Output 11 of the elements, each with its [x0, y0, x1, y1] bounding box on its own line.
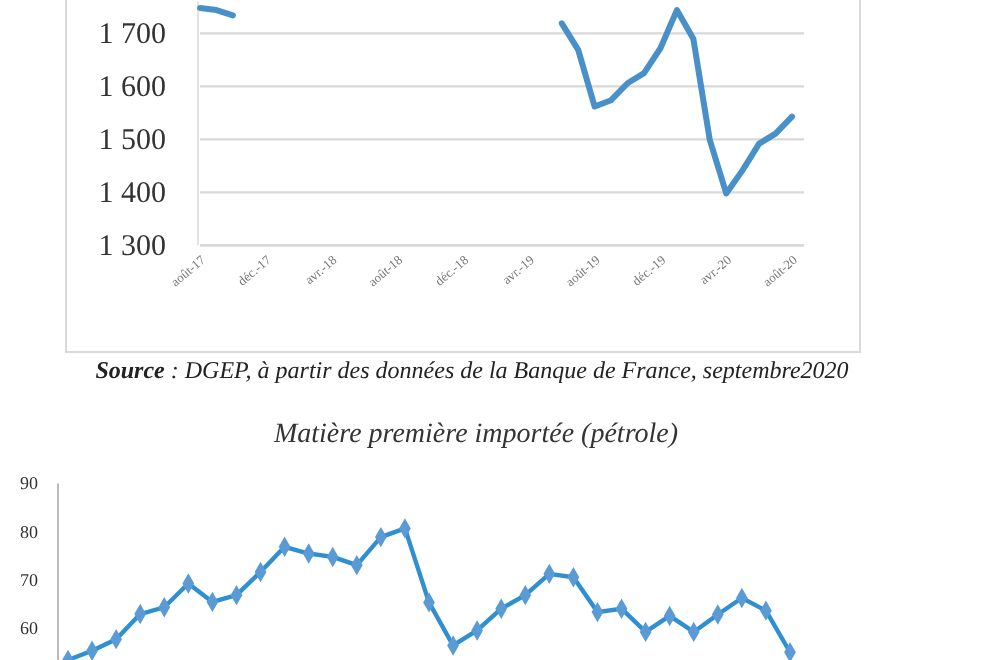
y-tick-label: 1 500	[98, 125, 166, 157]
y-tick-label: 1 600	[98, 72, 166, 104]
y-tick-label: 1 300	[98, 231, 166, 263]
y-tick-label: 60	[20, 618, 39, 639]
y-tick-label: 70	[20, 569, 39, 590]
y-tick-label: 1 400	[98, 178, 166, 210]
source-note: Source : DGEP, à partir des données de la Banque de France, septembre2020	[95, 356, 849, 384]
chart-title: Matière première importée (pétrole)	[271, 420, 679, 450]
y-tick-label: 1 700	[98, 19, 166, 51]
y-tick-label: 80	[20, 521, 39, 542]
y-tick-label: 90	[20, 473, 39, 494]
